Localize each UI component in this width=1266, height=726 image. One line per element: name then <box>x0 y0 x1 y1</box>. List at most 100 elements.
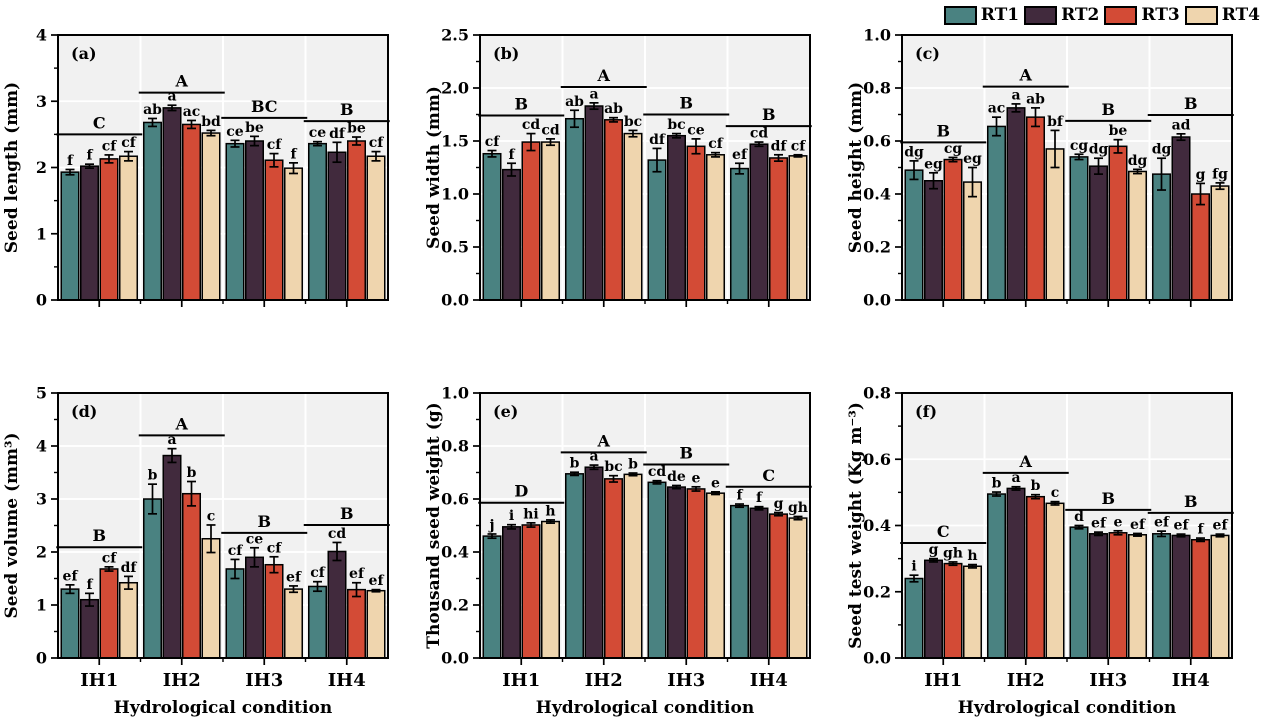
bar-IH2-RT4 <box>623 473 643 659</box>
significance-letter: df <box>329 126 346 142</box>
bar-IH1-RT1 <box>904 169 924 301</box>
y-axis-title: Seed volume (mm³) <box>2 433 22 619</box>
y-tick-label: 0.2 <box>863 238 891 257</box>
bar-IH3-RT2 <box>667 134 686 301</box>
bar-IH3-RT3 <box>686 488 706 659</box>
error-bar <box>148 117 157 128</box>
error-bar <box>909 160 919 181</box>
y-tick-label: 0.2 <box>863 582 891 601</box>
y-tick-label: 0 <box>36 291 47 310</box>
error-bar <box>206 129 216 137</box>
y-tick-label: 1.0 <box>441 185 469 204</box>
significance-letter: bc <box>604 459 622 475</box>
error-bar <box>754 141 764 148</box>
error-bar <box>968 563 977 569</box>
bar-IH2-RT2 <box>584 105 604 301</box>
bar-IH3-RT4 <box>284 588 303 659</box>
error-bar <box>589 464 599 471</box>
group-significance-letter: B <box>514 95 528 114</box>
bar-IH3-RT1 <box>225 568 245 659</box>
bar-IH1-RT1 <box>482 535 502 659</box>
significance-letter: ce <box>309 125 327 141</box>
error-bar <box>1133 532 1142 537</box>
group-significance-letter: A <box>597 66 611 85</box>
bar-IH1-RT4 <box>119 155 138 301</box>
error-bar <box>570 109 579 129</box>
y-tick-label: 0.6 <box>863 132 891 151</box>
significance-letter: dg <box>904 144 924 160</box>
y-tick-label: 2.5 <box>441 26 469 45</box>
bar-IH3-RT3 <box>1108 532 1128 659</box>
bar-IH2-RT3 <box>182 492 201 659</box>
error-bar <box>1176 132 1186 142</box>
significance-letter: df <box>771 138 788 154</box>
error-bar <box>269 152 279 168</box>
bar-IH1-RT1 <box>482 152 502 301</box>
error-bar <box>1113 138 1123 154</box>
group-significance-letter: B <box>1184 94 1198 113</box>
bar-IH2-RT1 <box>565 117 584 301</box>
error-bar <box>206 524 216 554</box>
y-axis-title: Seed test weight (Kg m⁻³) <box>846 402 866 649</box>
bar-IH1-RT2 <box>80 598 99 659</box>
y-tick-label: 2 <box>36 158 47 177</box>
y-tick-label: 0.8 <box>441 437 469 456</box>
bar-IH4-RT4 <box>788 155 808 301</box>
x-tick-label: IH4 <box>1172 670 1210 691</box>
bar-IH4-RT2 <box>1171 534 1191 659</box>
error-bar <box>652 147 662 173</box>
significance-letter: df <box>649 132 666 148</box>
y-tick-label: 0.6 <box>441 490 469 509</box>
bar-IH1-RT2 <box>502 526 521 659</box>
error-bar <box>735 503 744 509</box>
error-bar <box>65 168 75 176</box>
group-significance-letter: A <box>1019 66 1033 85</box>
bar-IH1-RT2 <box>502 168 521 301</box>
y-axis-title: Seed length (mm) <box>2 82 22 253</box>
significance-letter: f <box>1197 522 1204 538</box>
significance-letter: ef <box>732 147 748 163</box>
bar-IH4-RT1 <box>730 504 749 659</box>
bar-IH3-RT4 <box>1128 170 1147 301</box>
bar-IH2-RT4 <box>1045 502 1065 659</box>
significance-letter: c <box>1051 485 1060 501</box>
x-axis-title: Hydrological condition <box>536 698 754 718</box>
y-tick-label: 1 <box>36 224 47 243</box>
bar-IH1-RT4 <box>541 141 560 301</box>
significance-letter: ef <box>63 568 79 584</box>
error-bar <box>289 162 298 175</box>
bar-IH4-RT3 <box>769 513 788 659</box>
bar-IH3-RT3 <box>686 145 706 301</box>
error-bar <box>148 483 157 515</box>
significance-letter: c <box>207 508 216 524</box>
bar-IH2-RT2 <box>1006 107 1026 301</box>
error-bar <box>793 515 803 521</box>
y-tick-label: 0.2 <box>441 596 469 615</box>
significance-letter: cd <box>750 126 769 142</box>
y-axis-title: Thousand seed weight (g) <box>424 402 444 648</box>
group-significance-letter: B <box>762 105 776 124</box>
y-tick-label: 1.0 <box>863 26 891 45</box>
legend-swatch-RT1 <box>943 5 977 25</box>
significance-letter: f <box>736 488 743 504</box>
bar-IH4-RT4 <box>1210 185 1230 301</box>
error-bar <box>1094 157 1103 175</box>
error-bar <box>167 104 177 112</box>
group-significance-letter: B <box>340 100 354 119</box>
bar-IH2-RT3 <box>604 478 623 659</box>
bar-IH2-RT3 <box>182 123 201 301</box>
y-tick-label: 5 <box>36 384 47 403</box>
error-bar <box>1157 157 1166 191</box>
panel-tag: (f) <box>915 402 937 421</box>
error-bar <box>313 140 322 147</box>
error-bar <box>1031 107 1040 128</box>
bar-IH3-RT2 <box>667 486 686 659</box>
significance-letter: be <box>347 121 366 137</box>
error-bar <box>968 166 977 198</box>
bar-IH3-RT1 <box>1069 526 1089 659</box>
error-bar <box>1113 529 1123 536</box>
legend-item-RT1: RT1 <box>943 5 1019 25</box>
group-significance-letter: D <box>514 482 528 501</box>
